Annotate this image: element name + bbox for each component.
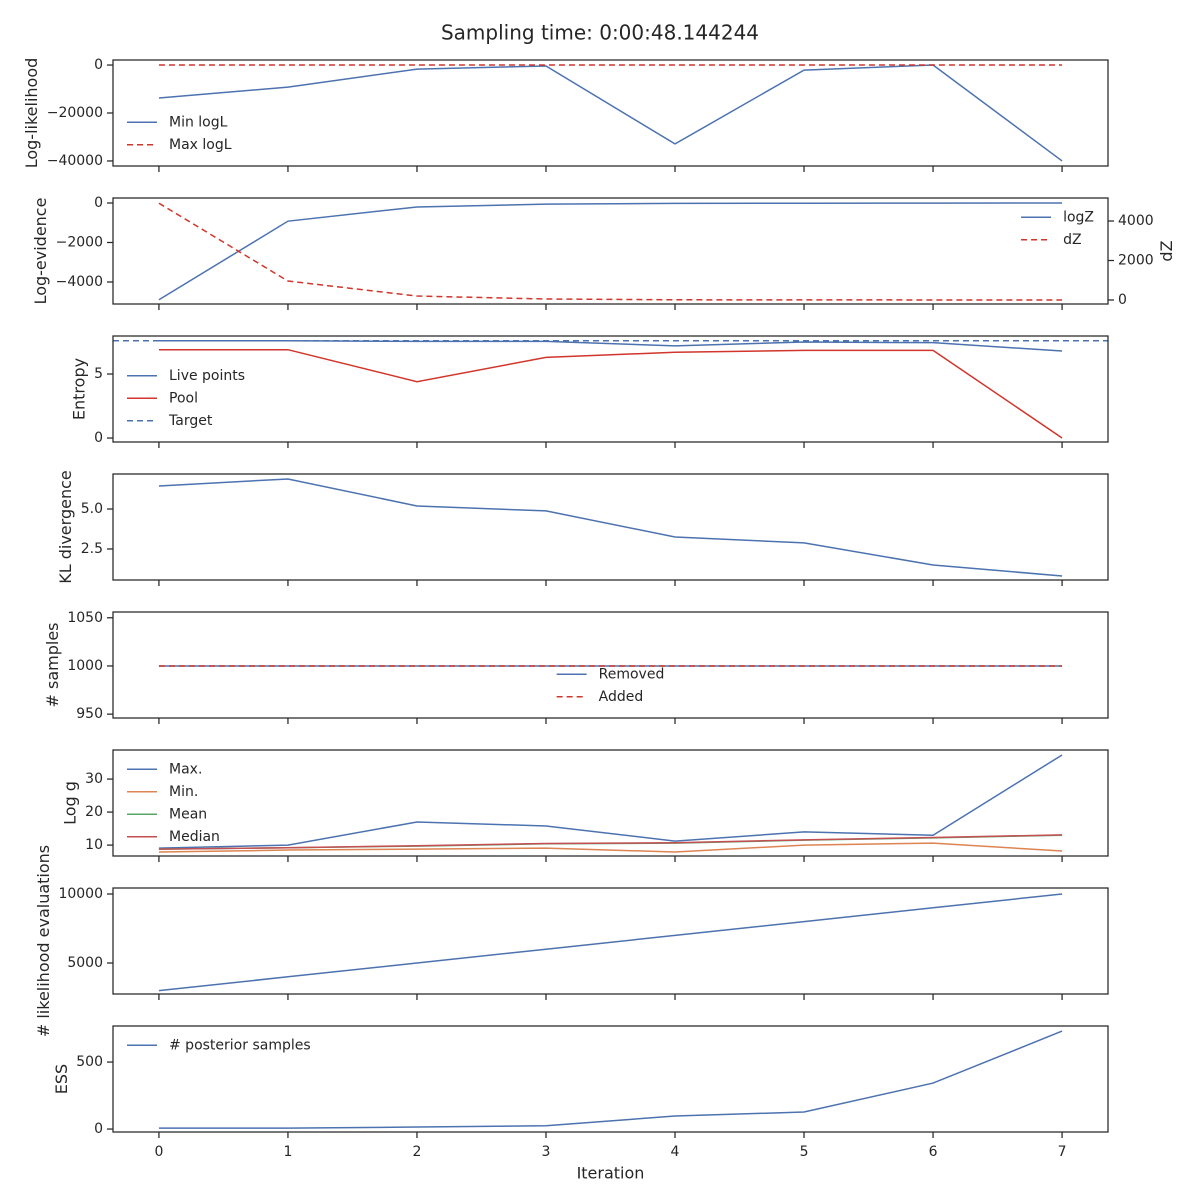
series-line — [158, 842, 1063, 853]
series-line — [158, 202, 1063, 301]
y-tick-label: 0 — [94, 1121, 103, 1137]
y2-tick-label: 2000 — [1118, 252, 1154, 268]
y-axis-label: Log g — [61, 781, 80, 825]
series-line — [158, 202, 1063, 301]
y-tick-label: 0 — [94, 57, 103, 73]
x-tick-label: 1 — [283, 1144, 292, 1160]
x-tick-label: 2 — [413, 1144, 422, 1160]
y-tick-label: −2000 — [56, 234, 103, 250]
series-line — [158, 339, 1063, 352]
y-tick-label: −4000 — [56, 274, 103, 290]
series-line — [158, 1030, 1063, 1129]
legend-label: Max logL — [169, 137, 232, 153]
plot-frame — [112, 887, 1109, 995]
y-axis-label: # likelihood evaluations — [34, 845, 53, 1037]
plot-frame — [112, 473, 1109, 581]
plot-frame — [112, 1025, 1109, 1133]
legend-label: Median — [169, 829, 220, 845]
y-axis-label: # samples — [43, 623, 62, 708]
series-line — [158, 478, 1063, 577]
y2-axis-label: dZ — [1157, 240, 1176, 261]
y-tick-label: 30 — [85, 771, 103, 787]
y-tick-label: −40000 — [47, 153, 103, 169]
series-line — [158, 64, 1063, 162]
plot-frame — [112, 335, 1109, 443]
legend-label: Added — [599, 689, 644, 705]
legend-label: Mean — [169, 806, 207, 822]
y-tick-label: 5000 — [67, 955, 103, 971]
y-tick-label: 0 — [94, 430, 103, 446]
y-tick-label: 0 — [94, 195, 103, 211]
y2-tick-label: 0 — [1118, 292, 1127, 308]
y-axis-label: KL divergence — [56, 470, 75, 583]
legend-label: dZ — [1063, 232, 1081, 248]
y-tick-label: 950 — [76, 706, 103, 722]
legend-label: Min logL — [169, 114, 228, 130]
plot-frame — [112, 59, 1109, 167]
x-tick-label: 6 — [929, 1144, 938, 1160]
y-axis-label: Log-evidence — [31, 198, 50, 305]
x-tick-label: 5 — [800, 1144, 809, 1160]
legend-label: Live points — [169, 368, 245, 384]
series-line — [158, 893, 1063, 992]
x-tick-label: 4 — [671, 1144, 680, 1160]
series-line — [158, 348, 1063, 439]
x-axis-label: Iteration — [577, 1164, 645, 1183]
x-tick-label: 0 — [154, 1144, 163, 1160]
y-axis-label: Log-likelihood — [22, 58, 41, 169]
series-line — [158, 754, 1063, 849]
y-axis-label: ESS — [52, 1064, 71, 1094]
y-tick-label: 10 — [85, 837, 103, 853]
series-line — [158, 834, 1063, 850]
y-tick-label: 500 — [76, 1054, 103, 1070]
legend-label: Pool — [169, 390, 198, 406]
x-tick-label: 3 — [542, 1144, 551, 1160]
y-tick-label: −20000 — [47, 105, 103, 121]
plot-frame — [112, 197, 1109, 305]
figure-title: Sampling time: 0:00:48.144244 — [441, 21, 759, 45]
legend-label: Removed — [599, 666, 665, 682]
plot-frame — [112, 611, 1109, 719]
y-tick-label: 5 — [94, 366, 103, 382]
y-tick-label: 1050 — [67, 610, 103, 626]
legend-label: logZ — [1063, 209, 1094, 225]
legend-label: Target — [168, 413, 213, 429]
plot-frame — [112, 749, 1109, 857]
y-tick-label: 10000 — [58, 886, 103, 902]
legend-label: Max. — [169, 761, 202, 777]
legend-label: # posterior samples — [169, 1037, 311, 1053]
x-tick-label: 7 — [1058, 1144, 1067, 1160]
y-axis-label: Entropy — [70, 358, 89, 420]
legend-label: Min. — [169, 784, 198, 800]
y-tick-label: 5.0 — [81, 501, 103, 517]
y-tick-label: 2.5 — [81, 541, 103, 557]
y-tick-label: 1000 — [67, 658, 103, 674]
y-tick-label: 20 — [85, 804, 103, 820]
y2-tick-label: 4000 — [1118, 213, 1154, 229]
